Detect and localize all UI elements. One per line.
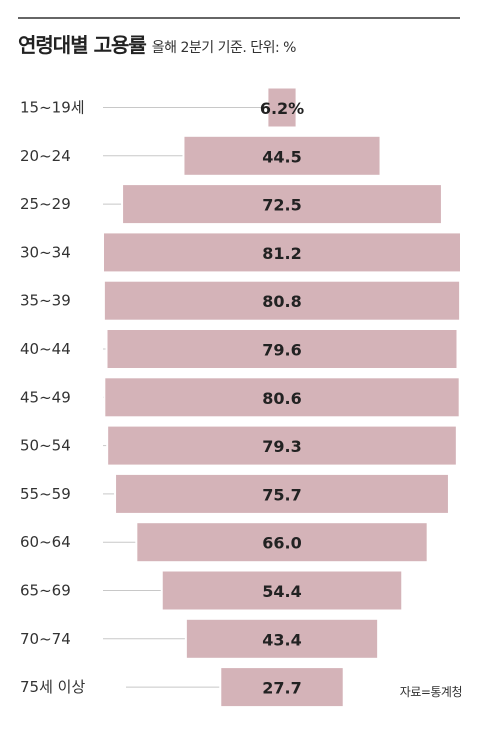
bar xyxy=(107,330,457,368)
category-label: 70~74 xyxy=(20,630,71,648)
value-label: 81.2 xyxy=(262,244,301,263)
value-label: 43.4 xyxy=(262,630,301,649)
value-label: 44.5 xyxy=(262,147,301,166)
value-label: 72.5 xyxy=(262,196,301,215)
value-label: 75.7 xyxy=(262,485,301,504)
category-label: 40~44 xyxy=(20,340,71,358)
category-label: 75세 이상 xyxy=(20,678,85,696)
value-label: 80.8 xyxy=(262,292,301,311)
bar xyxy=(104,281,460,320)
chart-subtitle: 올해 2분기 기준. 단위: % xyxy=(151,40,297,56)
category-label: 65~69 xyxy=(20,582,71,600)
category-label: 25~29 xyxy=(20,195,71,213)
value-label: 27.7 xyxy=(262,679,301,698)
bar xyxy=(162,571,402,610)
value-label: 6.2% xyxy=(260,99,304,118)
bar xyxy=(105,378,459,417)
category-label: 45~49 xyxy=(20,388,71,406)
category-label: 60~64 xyxy=(20,533,71,551)
bar xyxy=(123,185,441,224)
bar xyxy=(268,88,296,127)
bar xyxy=(104,233,460,272)
chart-header: 연령대별 고용률 올해 2분기 기준. 단위: % xyxy=(18,29,296,58)
bar xyxy=(137,523,427,562)
chart-title: 연령대별 고용률 xyxy=(18,33,147,57)
source-note: 자료=통계청 xyxy=(399,685,463,699)
value-label: 80.6 xyxy=(262,389,301,408)
category-label: 55~59 xyxy=(20,485,71,503)
value-label: 54.4 xyxy=(262,582,301,601)
category-label: 20~24 xyxy=(20,147,71,165)
bar xyxy=(108,426,456,465)
category-label: 35~39 xyxy=(20,292,71,310)
value-label: 79.6 xyxy=(262,341,301,360)
category-label: 15~19세 xyxy=(20,99,85,117)
bar xyxy=(116,474,448,513)
bar xyxy=(186,619,378,658)
value-label: 79.3 xyxy=(262,437,301,456)
bar xyxy=(184,136,380,175)
category-label: 30~34 xyxy=(20,243,71,261)
bar xyxy=(221,668,343,707)
value-label: 66.0 xyxy=(262,534,301,553)
top-rule xyxy=(18,17,460,19)
category-label: 50~54 xyxy=(20,437,71,455)
